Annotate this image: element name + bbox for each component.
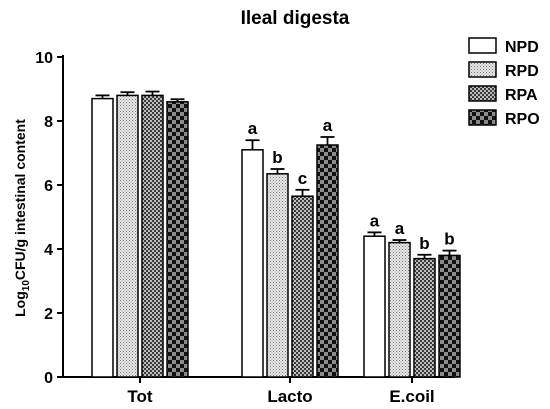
y-tick-label: 8 bbox=[44, 114, 53, 131]
significance-label: b bbox=[419, 234, 429, 253]
bar-rpd-ecoil bbox=[388, 241, 411, 378]
significance-label: a bbox=[323, 116, 333, 135]
y-tick-label: 4 bbox=[44, 242, 53, 259]
bar-rpd-lacto bbox=[266, 173, 289, 378]
bar-npd-lacto bbox=[241, 149, 264, 378]
legend-swatch-rpa bbox=[468, 85, 497, 102]
significance-label: b bbox=[444, 230, 454, 249]
significance-label: a bbox=[395, 219, 405, 238]
significance-label: b bbox=[272, 148, 282, 167]
y-tick-label: 6 bbox=[44, 178, 53, 195]
legend-label-rpa: RPA bbox=[505, 87, 538, 104]
significance-label: c bbox=[298, 169, 307, 188]
x-category-label: E.coil bbox=[389, 387, 434, 406]
legend-swatch-rpd bbox=[468, 61, 497, 78]
y-tick-label: 2 bbox=[44, 306, 53, 323]
legend: NPD RPD RPA RPO bbox=[468, 37, 540, 128]
bar-rpa-tot bbox=[141, 94, 164, 378]
legend-swatch-rpo bbox=[468, 109, 497, 126]
legend-label-npd: NPD bbox=[505, 39, 539, 56]
bar-rpa-lacto bbox=[291, 195, 314, 378]
y-tick-label: 10 bbox=[35, 50, 53, 67]
bar-rpo-ecoil bbox=[438, 254, 461, 378]
significance-label: a bbox=[248, 119, 258, 138]
y-axis-label-part-2: CFU/g intestinal content bbox=[12, 119, 28, 280]
bar-rpd-tot bbox=[116, 94, 139, 378]
significance-label: a bbox=[370, 211, 380, 230]
bar-npd-tot bbox=[91, 97, 114, 378]
legend-swatch-npd bbox=[468, 37, 497, 54]
bar-rpo-lacto bbox=[316, 144, 339, 378]
legend-label-rpd: RPD bbox=[505, 63, 539, 80]
y-axis-label: Log10CFU/g intestinal content bbox=[12, 119, 32, 317]
bar-rpa-ecoil bbox=[413, 257, 436, 378]
y-axis-label-part-1: Log bbox=[12, 291, 28, 317]
y-tick-label: 0 bbox=[44, 370, 53, 387]
bar-rpo-tot bbox=[166, 101, 189, 378]
legend-label-rpo: RPO bbox=[505, 111, 540, 128]
x-category-label: Lacto bbox=[267, 387, 312, 406]
y-axis-label-subscript: 10 bbox=[21, 280, 32, 292]
chart-title: Ileal digesta bbox=[241, 8, 350, 29]
bar-npd-ecoil bbox=[363, 235, 386, 378]
x-category-label: Tot bbox=[127, 387, 153, 406]
